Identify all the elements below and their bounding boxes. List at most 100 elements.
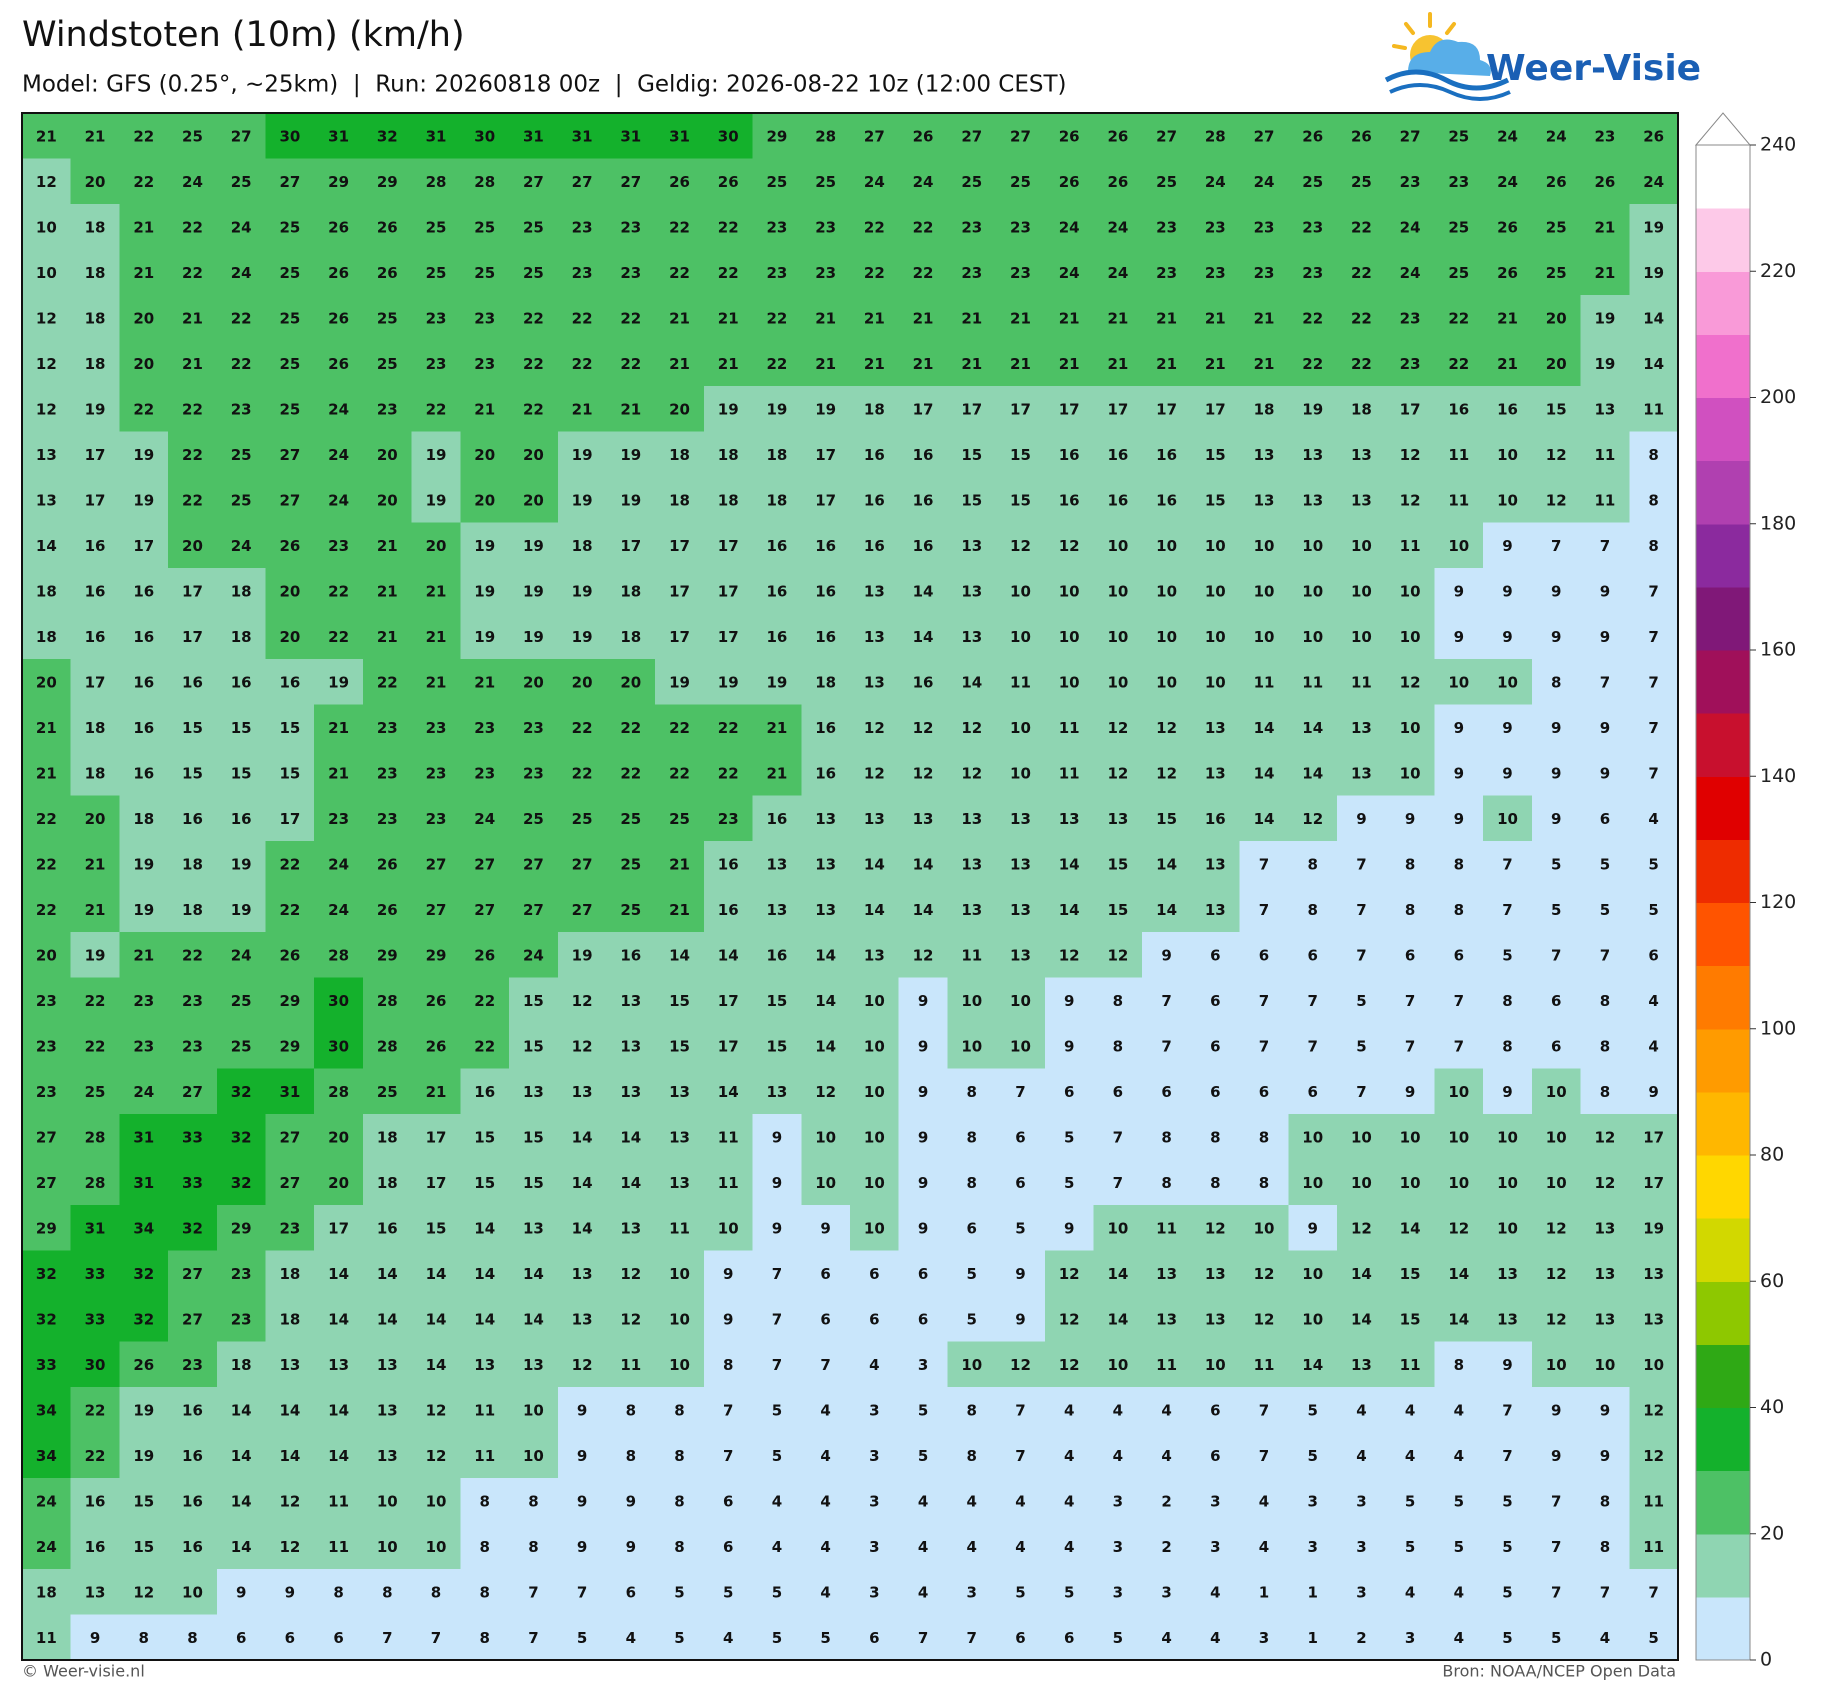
cell-value: 20 [328,1128,349,1146]
cell-value: 28 [328,1083,349,1101]
cell [801,1205,851,1252]
cell-value: 19 [1643,1219,1664,1237]
cell [996,750,1046,797]
cell [1580,795,1630,842]
cell [1337,249,1387,296]
cell-value: 4 [918,1583,928,1601]
cell-value: 17 [669,582,690,600]
cell [265,1341,315,1388]
cell [1190,659,1241,706]
cell-value: 11 [328,1538,349,1556]
cell-value: 24 [1059,218,1080,236]
cell-value: 27 [523,173,544,191]
cell [1093,659,1143,706]
cell-value: 17 [182,628,203,646]
cell-value: 13 [377,1356,398,1374]
cell-value: 19 [572,582,593,600]
cell-value: 6 [1600,810,1610,828]
cell [168,1341,218,1388]
cell-value: 17 [85,673,106,691]
cell-value: 2 [1161,1538,1171,1556]
cell [1190,795,1241,842]
cell [703,568,754,615]
cell-value: 13 [1497,1265,1518,1283]
cell-value: 20 [620,673,641,691]
cell-value: 19 [669,673,690,691]
cell [168,1387,218,1434]
cell-value: 8 [1307,901,1317,919]
cell [70,932,121,979]
cell-value: 9 [1600,1447,1610,1465]
cell [362,340,413,387]
cell-value: 12 [1059,946,1080,964]
cell-value: 18 [85,764,106,782]
cell-value: 21 [1059,355,1080,373]
cell [1044,1341,1095,1388]
cell-value: 4 [626,1629,636,1647]
cell [22,158,72,205]
cell [947,1387,997,1434]
footer-credit: © Weer-visie.nl [22,1662,145,1681]
cell-value: 21 [1156,355,1177,373]
cell [850,1296,900,1343]
cell-value: 18 [231,628,252,646]
cell [655,750,705,797]
cell-value: 17 [718,992,739,1010]
cell-value: 16 [864,446,885,464]
cell-value: 8 [1454,1356,1464,1374]
cell-value: 9 [723,1265,733,1283]
cell [947,340,997,387]
cell-value: 15 [1010,446,1031,464]
cell [898,113,949,160]
cell [703,886,754,933]
cell [509,340,559,387]
cell-value: 10 [523,1401,544,1419]
cell-value: 11 [1400,1356,1421,1374]
cell-value: 16 [913,537,934,555]
cell-value: 10 [1546,1083,1567,1101]
cell-value: 21 [1010,355,1031,373]
cell-value: 17 [718,628,739,646]
cell-value: 14 [426,1356,447,1374]
cell-value: 21 [669,355,690,373]
cell [70,659,121,706]
cell-value: 10 [1059,673,1080,691]
cell-value: 16 [1156,491,1177,509]
cell [1142,568,1192,615]
cell-value: 16 [85,1538,106,1556]
cell-value: 32 [231,1128,252,1146]
cell [898,295,949,342]
cell-value: 12 [1643,1447,1664,1465]
cell [1580,477,1630,524]
cell-value: 4 [1113,1447,1123,1465]
cell [606,659,656,706]
colorbar-band [1696,334,1750,398]
cell-value: 5 [1502,1629,1512,1647]
cell [1483,1068,1533,1115]
cell-value: 11 [1156,1356,1177,1374]
cell [1190,1523,1241,1570]
cell-value: 12 [572,1037,593,1055]
cell [947,1068,997,1115]
cell-value: 10 [1156,537,1177,555]
cell-value: 19 [620,491,641,509]
cell-value: 27 [864,127,885,145]
cell [362,158,413,205]
cell-value: 6 [869,1265,879,1283]
cell [1483,613,1533,660]
cell-value: 9 [236,1583,246,1601]
cell-value: 9 [1648,1083,1658,1101]
colorbar-label: 100 [1760,1017,1796,1039]
cell-value: 16 [182,1538,203,1556]
cell-value: 23 [1400,309,1421,327]
cell [1337,522,1387,569]
cell-value: 9 [1600,628,1610,646]
cell-value: 4 [1454,1447,1464,1465]
cell [1434,249,1484,296]
cell-value: 18 [279,1265,300,1283]
cell-value: 33 [182,1174,203,1192]
cell-value: 28 [377,992,398,1010]
cell-value: 9 [1502,1356,1512,1374]
cell-value: 1 [1259,1583,1269,1601]
cell-value: 9 [1454,810,1464,828]
